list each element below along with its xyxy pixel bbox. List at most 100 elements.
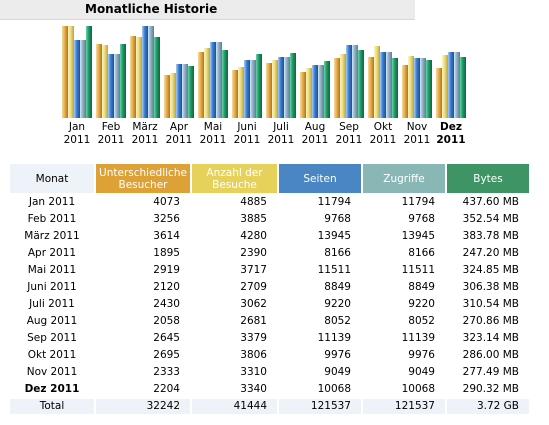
bar-pages-jan bbox=[74, 40, 80, 118]
table-header-row: Monat Unterschiedliche Besucher Anzahl d… bbox=[10, 164, 529, 193]
bar-pages-sep bbox=[346, 45, 352, 118]
bar-visitors-mai bbox=[198, 52, 204, 118]
cell-visitors: 3256 bbox=[153, 213, 180, 225]
bar-visitors-feb bbox=[96, 44, 102, 118]
cell-visitors: 2120 bbox=[153, 281, 180, 293]
cell-pages: 11794 bbox=[317, 196, 351, 208]
cell-month: März 2011 bbox=[24, 230, 80, 242]
total-label: Total bbox=[10, 399, 94, 414]
cell-bytes: 290.32 MB bbox=[462, 383, 519, 395]
month-label: 2011 bbox=[132, 134, 159, 146]
bar-visits-sep bbox=[340, 54, 346, 118]
table-row: Juni 2011 2120 2709 8849 8849 306.38 MB bbox=[10, 280, 529, 295]
month-label: 2011 bbox=[336, 134, 363, 146]
monthly-history-chart: Jan2011Feb2011März2011Apr2011Mai2011Juni… bbox=[62, 26, 466, 146]
cell-visits: 2709 bbox=[240, 281, 267, 293]
bar-visitors-apr bbox=[164, 75, 170, 118]
table-row: Dez 2011 2204 3340 10068 10068 290.32 MB bbox=[10, 382, 529, 397]
month-label: Jan bbox=[68, 121, 85, 133]
cell-visits: 3062 bbox=[240, 298, 267, 310]
cell-visitors: 4073 bbox=[153, 196, 180, 208]
bar-pages-nov bbox=[414, 58, 420, 118]
month-label: 2011 bbox=[404, 134, 431, 146]
total-visits: 41444 bbox=[192, 399, 277, 414]
bar-bytes-sep bbox=[358, 50, 364, 118]
bar-bytes-juni bbox=[256, 54, 262, 118]
cell-hits: 11139 bbox=[401, 332, 435, 344]
table-row: Aug 2011 2058 2681 8052 8052 270.86 MB bbox=[10, 314, 529, 329]
bar-pages-juli bbox=[278, 57, 284, 118]
bar-bytes-dez bbox=[460, 57, 466, 118]
bar-bytes-juli bbox=[290, 53, 296, 118]
total-pages: 121537 bbox=[279, 399, 361, 414]
table-row: Apr 2011 1895 2390 8166 8166 247.20 MB bbox=[10, 246, 529, 261]
month-label: Juni bbox=[236, 121, 256, 133]
bar-bytes-mai bbox=[222, 50, 228, 118]
cell-hits: 13945 bbox=[401, 230, 435, 242]
cell-bytes: 324.85 MB bbox=[462, 264, 519, 276]
bar-visitors-nov bbox=[402, 65, 408, 118]
bar-bytes-feb bbox=[120, 44, 126, 118]
cell-visitors: 2333 bbox=[153, 366, 180, 378]
cell-hits: 11511 bbox=[401, 264, 435, 276]
cell-bytes: 437.60 MB bbox=[462, 196, 519, 208]
cell-visits: 3340 bbox=[240, 383, 267, 395]
month-label: Apr bbox=[170, 121, 189, 133]
page-title: Monatliche Historie bbox=[85, 2, 218, 16]
cell-bytes: 286.00 MB bbox=[462, 349, 519, 361]
cell-pages: 11139 bbox=[317, 332, 351, 344]
bar-hits-jan bbox=[80, 40, 86, 118]
month-label: Juli bbox=[272, 121, 289, 133]
cell-month: Nov 2011 bbox=[26, 366, 78, 378]
cell-bytes: 352.54 MB bbox=[462, 213, 519, 225]
month-label: Mai bbox=[204, 121, 222, 133]
header-bytes: Bytes bbox=[447, 164, 529, 193]
header-unique-visitors: Unterschiedliche Besucher bbox=[96, 164, 190, 193]
bar-pages-feb bbox=[108, 54, 114, 118]
cell-hits: 8052 bbox=[408, 315, 435, 327]
bar-hits-mai bbox=[216, 42, 222, 118]
table-row: Juli 2011 2430 3062 9220 9220 310.54 MB bbox=[10, 297, 529, 312]
cell-month: Mai 2011 bbox=[27, 264, 77, 276]
cell-pages: 9768 bbox=[324, 213, 351, 225]
cell-visitors: 2058 bbox=[153, 315, 180, 327]
bar-visitors-dez bbox=[436, 68, 442, 118]
cell-visits: 4280 bbox=[240, 230, 267, 242]
header-month: Monat bbox=[10, 164, 94, 193]
bar-hits-sep bbox=[352, 45, 358, 118]
bar-visits-juli bbox=[272, 60, 278, 118]
bar-hits-nov bbox=[420, 58, 426, 118]
cell-month: Feb 2011 bbox=[27, 213, 77, 225]
cell-visitors: 2645 bbox=[153, 332, 180, 344]
table-row: März 2011 3614 4280 13945 13945 383.78 MB bbox=[10, 229, 529, 244]
cell-hits: 9049 bbox=[408, 366, 435, 378]
total-bytes: 3.72 GB bbox=[447, 399, 529, 414]
bar-hits-aug bbox=[318, 65, 324, 118]
month-label: 2011 bbox=[302, 134, 329, 146]
cell-hits: 8166 bbox=[408, 247, 435, 259]
bar-pages-aug bbox=[312, 65, 318, 118]
bar-visitors-juli bbox=[266, 63, 272, 118]
cell-visits: 3806 bbox=[240, 349, 267, 361]
cell-bytes: 383.78 MB bbox=[462, 230, 519, 242]
cell-visits: 2681 bbox=[240, 315, 267, 327]
month-label: 2011 bbox=[64, 134, 91, 146]
header-visits: Anzahl der Besuche bbox=[192, 164, 277, 193]
cell-hits: 9768 bbox=[408, 213, 435, 225]
month-label: 2011 bbox=[370, 134, 397, 146]
cell-bytes: 323.14 MB bbox=[462, 332, 519, 344]
cell-month: Dez 2011 bbox=[24, 383, 80, 395]
cell-hits: 8849 bbox=[408, 281, 435, 293]
month-label: Aug bbox=[305, 121, 326, 133]
cell-bytes: 306.38 MB bbox=[462, 281, 519, 293]
bar-hits-juni bbox=[250, 60, 256, 118]
cell-pages: 10068 bbox=[317, 383, 351, 395]
cell-pages: 8052 bbox=[324, 315, 351, 327]
cell-bytes: 277.49 MB bbox=[462, 366, 519, 378]
month-label: 2011 bbox=[166, 134, 193, 146]
header-pages: Seiten bbox=[279, 164, 361, 193]
cell-visits: 3717 bbox=[240, 264, 267, 276]
cell-month: Juli 2011 bbox=[29, 298, 75, 310]
cell-visitors: 2204 bbox=[153, 383, 180, 395]
bar-visits-märz bbox=[136, 37, 142, 118]
